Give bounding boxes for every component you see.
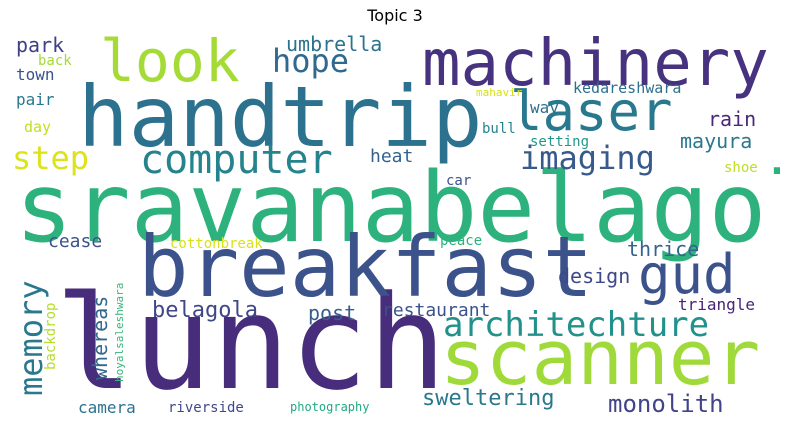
word-laser: laser — [510, 80, 673, 143]
word-bull: bull — [482, 121, 516, 137]
word-mayura: mayura — [680, 129, 753, 153]
word-handtrip: handtrip — [78, 68, 483, 166]
word-hope: hope — [272, 42, 350, 80]
word-sweltering: sweltering — [422, 386, 555, 411]
word-restaurant: restaurant — [382, 300, 491, 321]
word-rain: rain — [708, 107, 757, 131]
word-breakfast: breakfast — [138, 218, 594, 316]
word-town: town — [16, 65, 55, 84]
word-machinery: machinery — [422, 30, 769, 101]
word-photography: photography — [290, 400, 370, 414]
word-riverside: riverside — [168, 400, 244, 416]
word-setting: setting — [530, 134, 590, 150]
word-architechture: architechture — [443, 305, 710, 345]
word-whereas: whereas — [88, 295, 112, 380]
word-heat: heat — [370, 146, 414, 167]
word-computer: computer — [140, 137, 333, 183]
chart-title: Topic 3 — [367, 6, 423, 25]
word-look: look — [100, 30, 240, 95]
word-pair: pair — [16, 90, 55, 109]
word-backdrop: backdrop — [43, 302, 59, 370]
word-belagola: belagola — [152, 298, 258, 323]
word-lunch: lunch — [55, 267, 447, 419]
word-camera: camera — [78, 398, 136, 417]
word-shoe: shoe — [724, 160, 758, 176]
word-design: design — [558, 264, 631, 288]
word-gud: gud — [638, 243, 736, 306]
word-thrice: thrice — [627, 237, 700, 261]
word-cease: cease — [48, 231, 103, 252]
word-step: step — [12, 139, 90, 177]
word-imaging: imaging — [520, 139, 655, 177]
word-monolith: monolith — [608, 390, 724, 418]
word-mahavir: mahavir — [476, 86, 523, 99]
word-cottonbreak: cottonbreak — [170, 236, 263, 252]
word-triangle: triangle — [678, 295, 756, 314]
word-day: day — [24, 118, 52, 136]
word-peace: peace — [440, 233, 483, 249]
word-way: way — [530, 98, 559, 117]
word-kedareshwara: kedareshwara — [573, 79, 682, 97]
word-post: post — [308, 301, 357, 325]
word-hoyalsaleshwara: hoyalsaleshwara — [113, 282, 126, 382]
word-park: park — [16, 33, 65, 57]
word-back: back — [38, 53, 72, 69]
word-scanner: scanner — [440, 313, 761, 402]
word-sravanabelagola: sravanabelagola — [15, 152, 780, 264]
word-cloud: lunch sravanabelagola breakfast handtrip… — [10, 30, 780, 420]
word-car: car — [446, 173, 472, 189]
word-umbrella: umbrella — [286, 32, 383, 56]
